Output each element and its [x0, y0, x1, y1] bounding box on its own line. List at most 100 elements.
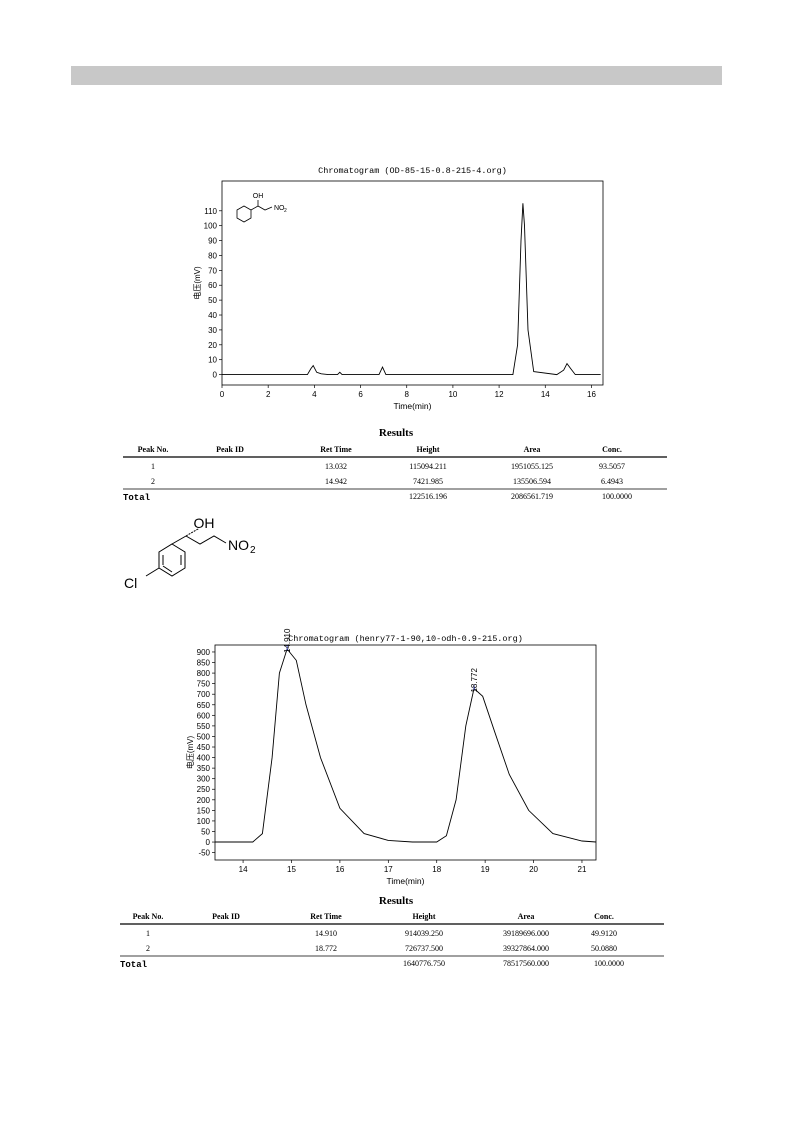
y-tick-label: 200 [197, 796, 211, 805]
x-tick-label: 4 [312, 390, 317, 399]
peak-label: 14.910 [283, 628, 292, 653]
y-tick-label: 500 [197, 732, 211, 741]
column-header: Conc. [602, 445, 622, 454]
oh-label: OH [194, 515, 215, 531]
table-cell: 13.032 [325, 462, 347, 471]
table-cell: 93.5057 [599, 462, 625, 471]
y-tick-label: 40 [208, 311, 217, 320]
y-tick-label: 30 [208, 326, 217, 335]
table-title: Results [379, 427, 414, 439]
total-label: Total [123, 493, 151, 503]
y-axis-label: 电压(mV) [185, 736, 195, 770]
table-cell: 14.942 [325, 477, 347, 486]
table-cell: 115094.211 [409, 462, 446, 471]
trace [215, 648, 597, 843]
no2-sub: 2 [284, 208, 287, 214]
x-axis-label: Time(min) [394, 401, 432, 411]
y-tick-label: 20 [208, 341, 217, 350]
no2-label: NO [228, 537, 249, 553]
y-tick-label: 800 [197, 669, 211, 678]
table-cell: 914039.250 [405, 929, 443, 938]
table-cell: 7421.985 [413, 477, 443, 486]
column-header: Peak ID [216, 445, 244, 454]
x-tick-label: 8 [405, 390, 410, 399]
y-axis-label: 电压(mV) [192, 266, 202, 300]
table-cell: 6.4943 [601, 477, 623, 486]
y-tick-label: 0 [206, 838, 211, 847]
y-tick-label: 400 [197, 754, 211, 763]
y-tick-label: 100 [204, 222, 218, 231]
y-tick-label: 60 [208, 281, 217, 290]
column-header: Height [412, 912, 435, 921]
x-tick-label: 19 [481, 865, 490, 874]
y-tick-label: 70 [208, 266, 217, 275]
total-cell: 78517560.000 [503, 959, 549, 968]
table-cell: 49.9120 [591, 929, 617, 938]
table-cell: 726737.500 [405, 944, 443, 953]
y-tick-label: 450 [197, 743, 211, 752]
table-cell: 2 [151, 477, 155, 486]
y-tick-label: 250 [197, 785, 211, 794]
x-tick-label: 6 [358, 390, 363, 399]
table-cell: 2 [146, 944, 150, 953]
y-tick-label: 50 [201, 827, 210, 836]
total-label: Total [120, 960, 148, 970]
x-tick-label: 2 [266, 390, 271, 399]
y-tick-label: 10 [208, 356, 217, 365]
chart-title: Chromatogram (OD-85-15-0.8-215-4.org) [318, 166, 507, 176]
total-cell: 122516.196 [409, 492, 447, 501]
y-tick-label: 50 [208, 296, 217, 305]
column-header: Peak No. [138, 445, 169, 454]
trace [222, 203, 601, 376]
column-header: Height [416, 445, 439, 454]
chart-title: Chromatogram (henry77-1-90,10-odh-0.9-21… [288, 634, 523, 644]
table-cell: 39189696.000 [503, 929, 549, 938]
oh-label: OH [253, 193, 264, 200]
column-header: Peak No. [133, 912, 164, 921]
table-title: Results [379, 895, 414, 907]
total-cell: 2086561.719 [511, 492, 553, 501]
plot-frame [221, 180, 604, 386]
y-tick-label: 80 [208, 251, 217, 260]
cl-label: Cl [124, 575, 137, 591]
total-cell: 100.0000 [594, 959, 624, 968]
y-tick-label: 0 [213, 371, 218, 380]
y-tick-label: 900 [197, 648, 211, 657]
y-tick-label: 150 [197, 806, 211, 815]
total-cell: 1640776.750 [403, 959, 445, 968]
table-cell: 1951055.125 [511, 462, 553, 471]
no2-label: NO [274, 205, 285, 212]
x-tick-label: 12 [495, 390, 504, 399]
y-tick-label: 110 [204, 207, 217, 216]
y-tick-label: 350 [197, 764, 211, 773]
y-tick-label: 550 [197, 722, 211, 731]
column-header: Ret Time [320, 445, 352, 454]
y-tick-label: 600 [197, 711, 211, 720]
x-tick-label: 10 [448, 390, 457, 399]
y-tick-label: 300 [197, 775, 211, 784]
x-tick-label: 16 [587, 390, 596, 399]
x-tick-label: 21 [578, 865, 587, 874]
y-tick-label: 650 [197, 701, 211, 710]
total-cell: 100.0000 [602, 492, 632, 501]
x-tick-label: 18 [432, 865, 441, 874]
table-cell: 50.0880 [591, 944, 617, 953]
x-tick-label: 14 [239, 865, 248, 874]
x-tick-label: 0 [220, 390, 225, 399]
x-tick-label: 16 [335, 865, 344, 874]
table-cell: 39327864.000 [503, 944, 549, 953]
table-cell: 14.910 [315, 929, 337, 938]
column-header: Area [518, 912, 535, 921]
y-tick-label: 90 [208, 237, 217, 246]
table-cell: 18.772 [315, 944, 337, 953]
x-axis-label: Time(min) [387, 876, 425, 886]
y-tick-label: -50 [198, 849, 210, 858]
header-bar [71, 66, 722, 85]
y-tick-label: 850 [197, 659, 211, 668]
no2-sub: 2 [250, 545, 256, 556]
column-header: Ret Time [310, 912, 342, 921]
x-tick-label: 14 [541, 390, 550, 399]
table-cell: 1 [146, 929, 150, 938]
x-tick-label: 17 [384, 865, 393, 874]
